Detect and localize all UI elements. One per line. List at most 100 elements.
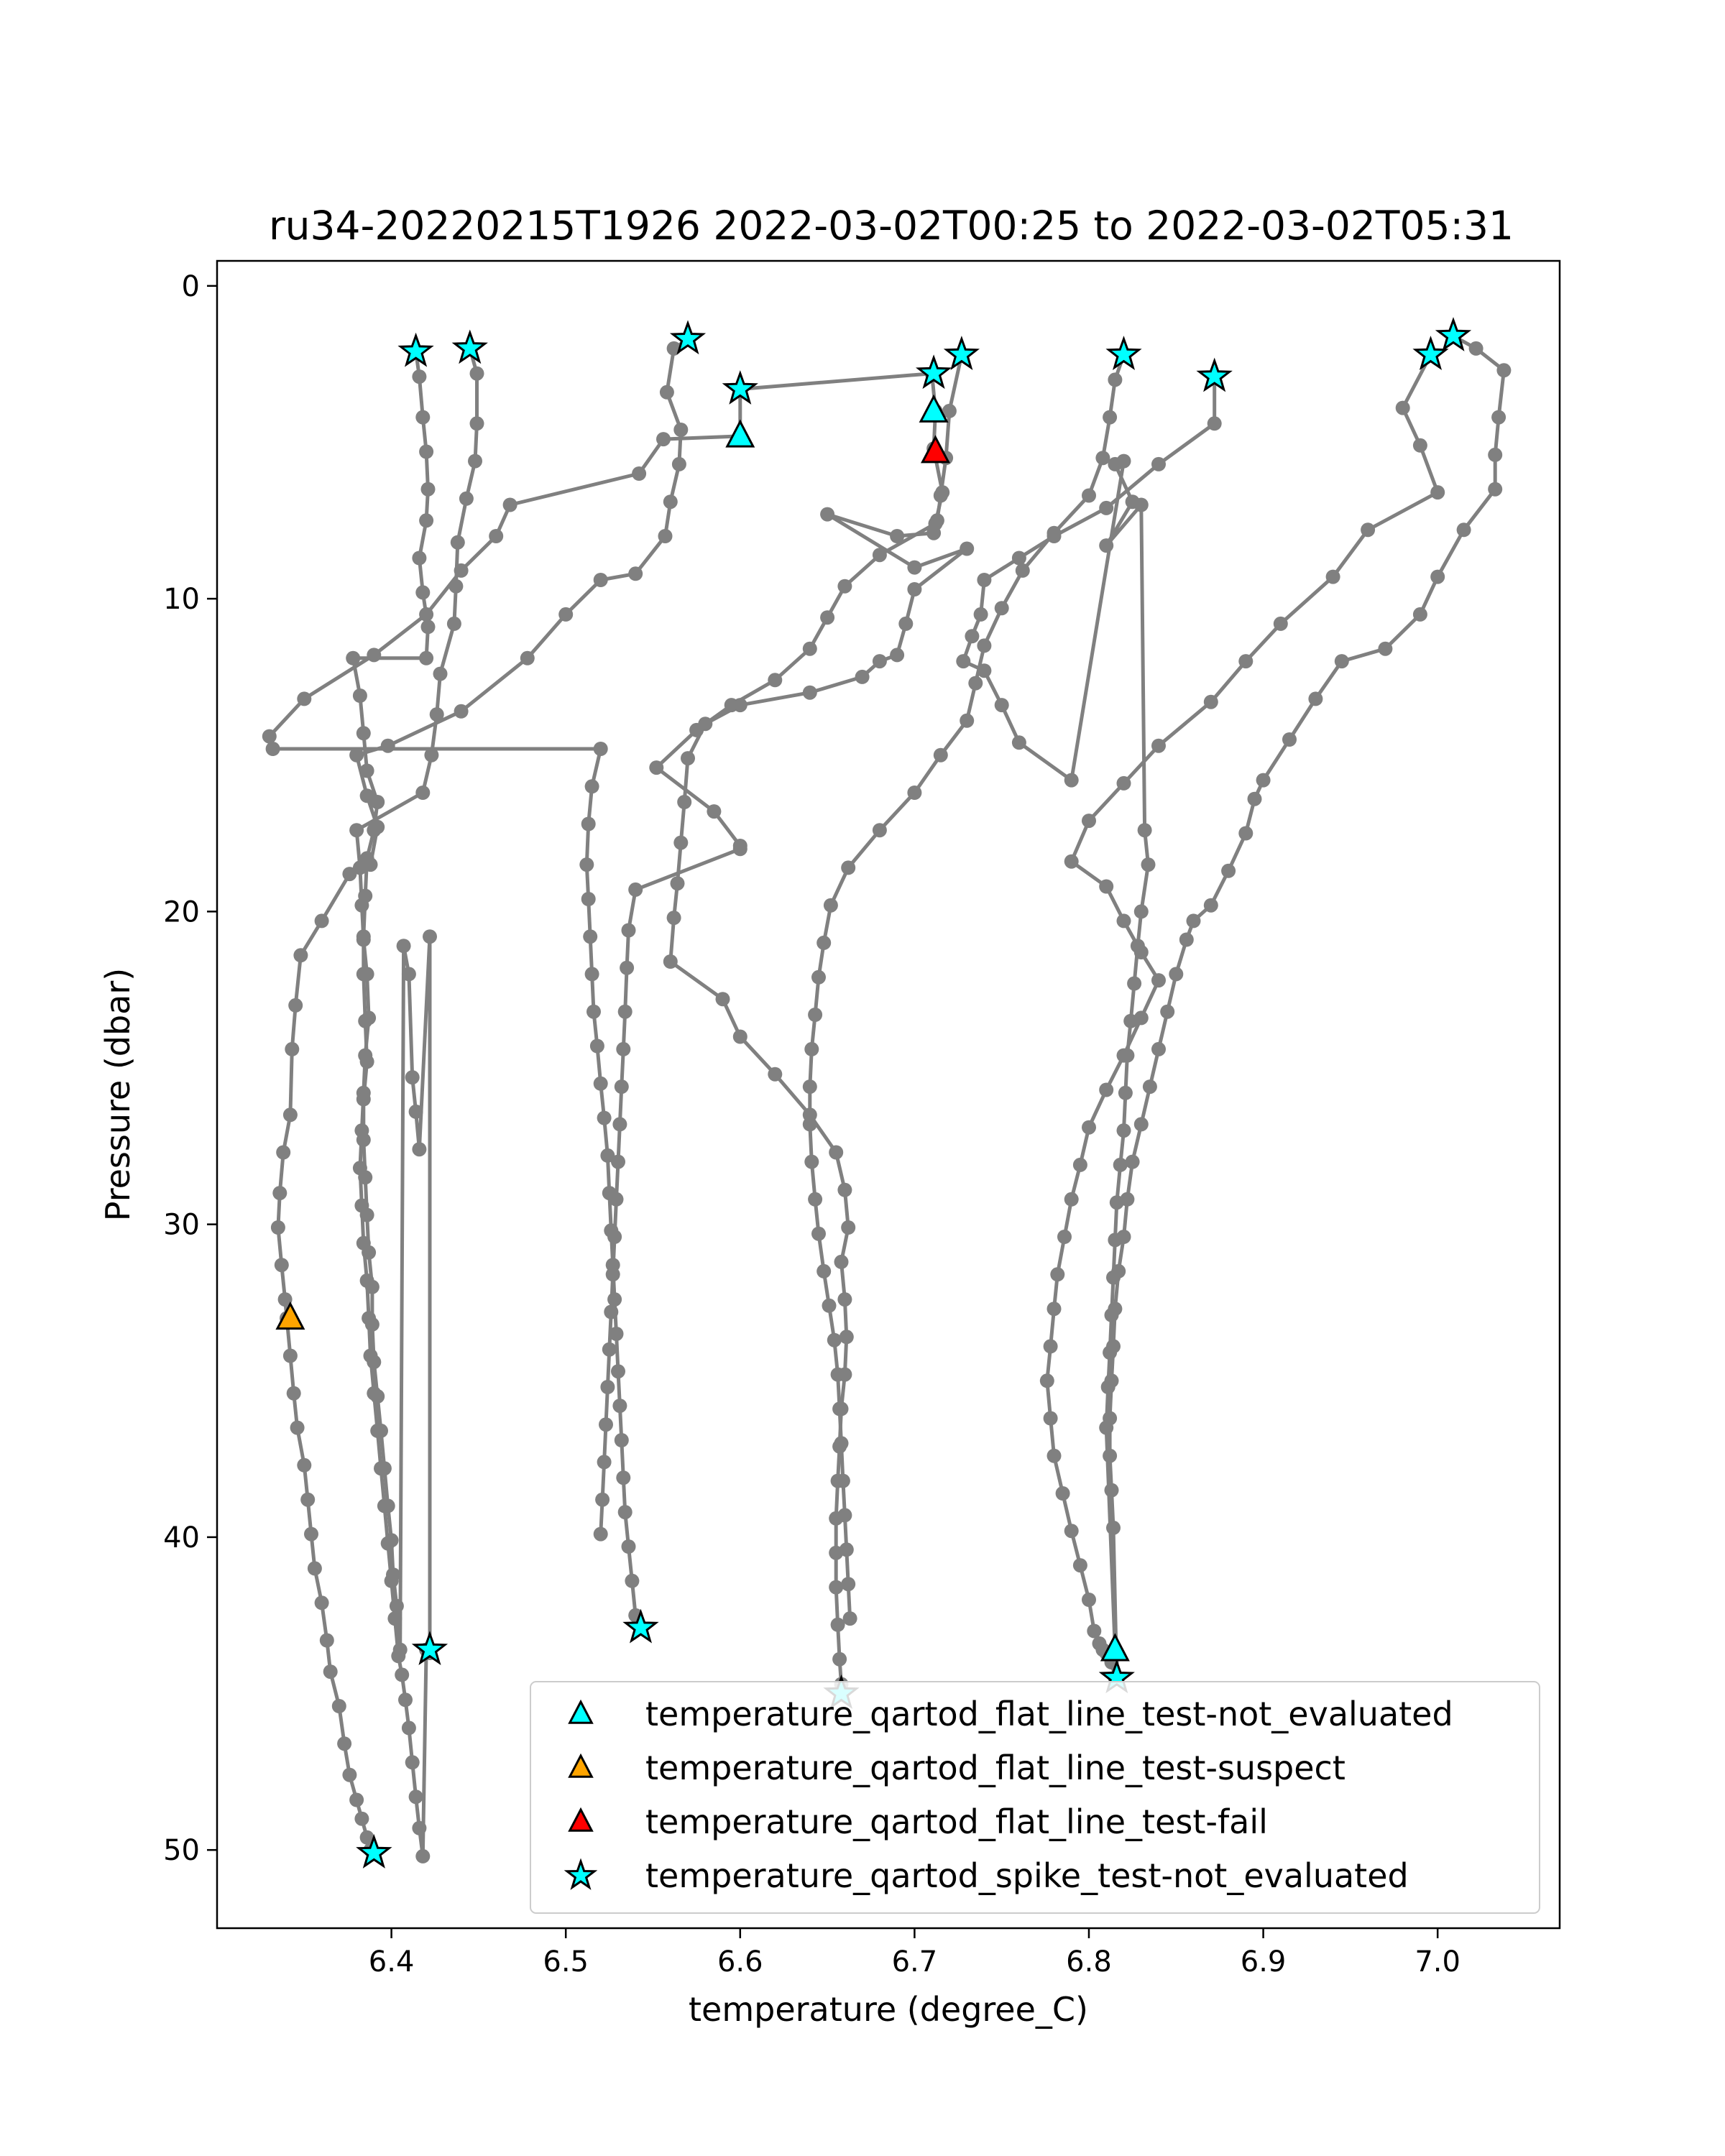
x-tick-label: 6.9 bbox=[1241, 1945, 1287, 1978]
data-point bbox=[839, 1330, 854, 1345]
data-point bbox=[837, 1292, 852, 1307]
data-point bbox=[349, 747, 364, 763]
data-point bbox=[1111, 1263, 1126, 1279]
spike-flag-marker bbox=[622, 1608, 659, 1644]
data-point bbox=[1082, 1593, 1096, 1607]
data-point bbox=[1108, 372, 1123, 387]
data-point bbox=[1055, 1486, 1070, 1501]
profile-line bbox=[668, 354, 969, 1694]
data-point bbox=[614, 1079, 629, 1095]
legend-label: temperature_qartod_flat_line_test-not_ev… bbox=[645, 1695, 1453, 1733]
data-point bbox=[1116, 1230, 1131, 1244]
data-point bbox=[616, 1041, 631, 1056]
data-point bbox=[1412, 438, 1427, 453]
data-point bbox=[907, 786, 922, 800]
data-point bbox=[401, 1720, 416, 1736]
y-tick-label: 20 bbox=[163, 895, 200, 929]
data-point bbox=[732, 698, 748, 713]
chart-title: ru34-20220215T1926 2022-03-02T00:25 to 2… bbox=[269, 203, 1514, 249]
legend-label: temperature_qartod_flat_line_test-fail bbox=[645, 1802, 1268, 1841]
data-point bbox=[811, 969, 826, 985]
data-point bbox=[621, 1539, 636, 1554]
data-point bbox=[356, 932, 371, 947]
data-point bbox=[977, 638, 992, 653]
data-point bbox=[1412, 607, 1427, 622]
data-point bbox=[1378, 641, 1393, 656]
data-point bbox=[337, 1736, 352, 1751]
axes: 6.4 6.5 6.6 6.7 7.0 6.8 6.9 0 10 20 30 40 50 bbox=[163, 270, 1460, 1978]
data-point bbox=[286, 1386, 301, 1401]
data-point bbox=[270, 1220, 285, 1235]
data-point bbox=[401, 967, 416, 982]
data-point bbox=[834, 1254, 849, 1269]
data-point bbox=[1133, 497, 1149, 512]
data-point bbox=[359, 1830, 374, 1845]
data-point bbox=[1488, 482, 1503, 497]
data-point bbox=[277, 1292, 293, 1307]
plot-area bbox=[262, 317, 1512, 1869]
data-point bbox=[1151, 1041, 1166, 1056]
data-point bbox=[802, 1117, 817, 1132]
data-point bbox=[1011, 550, 1026, 566]
spike-flag-marker bbox=[451, 329, 488, 364]
data-point bbox=[612, 1117, 627, 1132]
data-point bbox=[314, 1595, 329, 1611]
data-point bbox=[1238, 654, 1254, 669]
data-point bbox=[415, 585, 431, 600]
data-point bbox=[300, 1492, 316, 1507]
data-point bbox=[933, 488, 948, 503]
data-point bbox=[614, 1433, 629, 1447]
data-point bbox=[808, 1192, 823, 1207]
data-point bbox=[446, 616, 461, 631]
data-point bbox=[415, 786, 431, 800]
data-point bbox=[617, 1004, 632, 1019]
data-point bbox=[304, 1526, 318, 1542]
data-point bbox=[663, 494, 678, 510]
data-point bbox=[586, 1004, 601, 1019]
data-point bbox=[628, 882, 643, 897]
data-point bbox=[1116, 1123, 1131, 1138]
data-point bbox=[405, 1070, 420, 1085]
data-point bbox=[1334, 654, 1349, 669]
data-point bbox=[1203, 694, 1218, 709]
data-point bbox=[677, 795, 692, 809]
data-point bbox=[1203, 898, 1218, 913]
data-point bbox=[872, 823, 887, 838]
data-point bbox=[454, 704, 469, 719]
data-point bbox=[1057, 1230, 1072, 1244]
data-point bbox=[968, 676, 983, 691]
data-point bbox=[649, 760, 664, 775]
data-point bbox=[802, 641, 817, 656]
data-point bbox=[1064, 854, 1079, 869]
data-point bbox=[354, 1811, 369, 1826]
data-point bbox=[297, 691, 312, 706]
x-tick-label: 7.0 bbox=[1414, 1945, 1460, 1978]
data-point bbox=[842, 1611, 857, 1626]
data-point bbox=[412, 1142, 427, 1157]
data-point bbox=[1064, 1192, 1079, 1207]
data-point bbox=[1468, 341, 1484, 356]
profile-line bbox=[1045, 354, 1440, 1679]
data-point bbox=[625, 1573, 640, 1588]
data-point bbox=[274, 1258, 289, 1273]
data-point bbox=[359, 763, 374, 778]
data-point bbox=[380, 1536, 395, 1551]
spike-flag-marker bbox=[1105, 336, 1142, 370]
data-point bbox=[599, 1417, 613, 1432]
data-point bbox=[285, 1041, 300, 1056]
data-point bbox=[584, 779, 599, 794]
data-point bbox=[1103, 410, 1118, 425]
data-point bbox=[658, 529, 673, 543]
data-point bbox=[872, 654, 887, 669]
spike-flag-marker bbox=[397, 332, 434, 367]
data-point bbox=[1141, 857, 1156, 872]
data-point bbox=[346, 650, 361, 665]
data-point bbox=[907, 582, 922, 596]
data-point bbox=[424, 747, 439, 763]
data-point bbox=[768, 1067, 783, 1082]
data-point bbox=[621, 923, 636, 938]
data-point bbox=[960, 713, 975, 728]
data-point bbox=[363, 857, 378, 872]
data-point bbox=[1133, 945, 1149, 959]
data-point bbox=[698, 717, 713, 732]
